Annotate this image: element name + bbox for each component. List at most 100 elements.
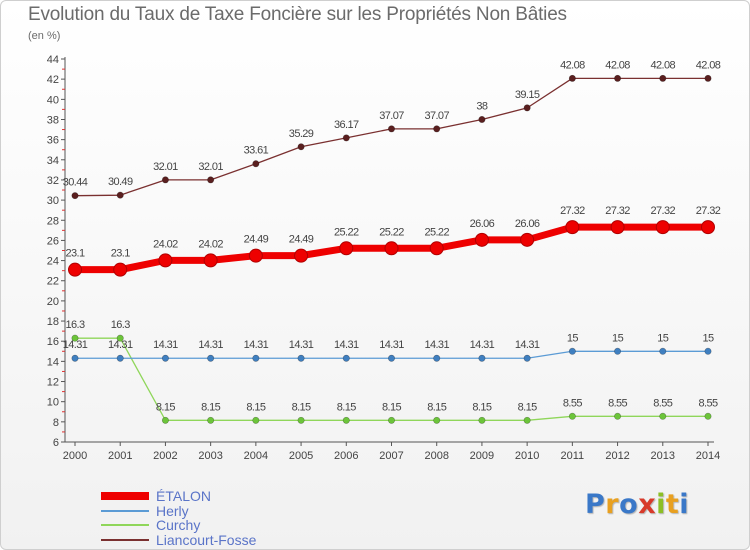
data-label-herly: 14.31 [470, 339, 495, 351]
data-label-curchy: 8.55 [653, 397, 672, 409]
legend-swatch [101, 509, 149, 512]
data-label-herly: 14.31 [424, 339, 449, 351]
data-label-etalon: 27.32 [560, 205, 585, 217]
data-point-herly [614, 347, 622, 355]
logo-letter: o [619, 489, 639, 520]
data-label-herly: 15 [612, 332, 624, 344]
data-label-liancourt-fosse: 36.17 [334, 119, 359, 131]
data-label-liancourt-fosse: 32.01 [153, 161, 178, 173]
data-label-etalon: 23.1 [65, 248, 84, 260]
data-point-liancourt-fosse [207, 176, 215, 184]
data-point-etalon [701, 220, 715, 235]
data-label-etalon: 24.49 [289, 234, 314, 246]
data-point-curchy [523, 416, 531, 424]
y-tick-label: 10 [47, 397, 59, 409]
y-tick-label: 32 [47, 175, 59, 187]
data-point-herly [387, 354, 395, 362]
data-label-herly: 14.31 [289, 339, 314, 351]
data-label-liancourt-fosse: 30.49 [108, 176, 133, 188]
logo-letter: t [665, 489, 680, 520]
data-point-herly [71, 354, 79, 362]
data-point-curchy [614, 412, 622, 420]
data-point-etalon [113, 262, 128, 277]
logo-letter: i [656, 489, 666, 520]
data-label-herly: 14.31 [515, 339, 540, 351]
data-label-curchy: 8.15 [382, 401, 401, 413]
y-tick-label: 40 [47, 94, 59, 106]
data-label-curchy: 8.15 [201, 401, 220, 413]
data-point-liancourt-fosse [252, 160, 260, 168]
data-label-herly: 14.31 [108, 339, 133, 351]
y-tick-label: 44 [47, 54, 59, 66]
logo-letter: i [679, 489, 690, 520]
data-point-etalon [248, 248, 263, 263]
data-label-herly: 14.31 [153, 339, 178, 351]
y-axis-unit: (en %) [28, 30, 61, 42]
y-tick-label: 36 [47, 135, 59, 147]
data-point-etalon [203, 253, 218, 268]
data-point-curchy [252, 416, 260, 424]
y-tick-label: 22 [47, 276, 59, 288]
x-tick-label: 2012 [605, 450, 629, 462]
data-point-curchy [297, 416, 305, 424]
x-tick-label: 2011 [561, 450, 585, 462]
data-label-etalon: 23.1 [111, 248, 130, 260]
data-label-liancourt-fosse: 37.07 [424, 110, 449, 122]
data-point-etalon [294, 248, 309, 263]
data-point-etalon [339, 241, 354, 256]
data-point-curchy [568, 412, 576, 420]
data-point-curchy [116, 334, 124, 342]
data-label-etalon: 26.06 [515, 218, 540, 230]
y-tick-label: 26 [47, 235, 59, 247]
data-point-liancourt-fosse [659, 74, 667, 82]
data-point-herly [297, 354, 305, 362]
series-points [68, 74, 715, 424]
data-label-herly: 15 [567, 332, 579, 344]
x-tick-label: 2007 [379, 450, 403, 462]
data-point-curchy [161, 416, 169, 424]
data-point-curchy [207, 416, 215, 424]
data-label-etalon: 24.49 [244, 234, 269, 246]
legend-swatch [101, 538, 149, 541]
data-point-curchy [478, 416, 486, 424]
data-point-herly [342, 354, 350, 362]
y-tick-label: 18 [47, 316, 59, 328]
data-label-liancourt-fosse: 35.29 [289, 128, 314, 140]
data-label-herly: 14.31 [198, 339, 223, 351]
data-point-curchy [71, 334, 79, 342]
y-tick-label: 14 [47, 356, 59, 368]
data-point-liancourt-fosse [387, 125, 395, 133]
data-label-liancourt-fosse: 42.08 [651, 59, 676, 71]
data-label-liancourt-fosse: 37.07 [379, 110, 404, 122]
data-label-curchy: 8.15 [337, 401, 356, 413]
data-point-herly [568, 347, 576, 355]
data-point-liancourt-fosse [523, 104, 531, 112]
data-label-curchy: 8.15 [292, 401, 311, 413]
data-point-curchy [704, 412, 712, 420]
data-point-etalon [384, 241, 399, 256]
data-point-herly [161, 354, 169, 362]
data-label-curchy: 8.55 [698, 397, 717, 409]
data-label-curchy: 8.15 [427, 401, 446, 413]
data-label-etalon: 27.32 [696, 205, 721, 217]
data-point-etalon [655, 220, 670, 235]
data-label-etalon: 24.02 [198, 238, 223, 250]
y-tick-label: 42 [47, 74, 59, 86]
legend-swatch [101, 524, 149, 526]
x-tick-label: 2004 [244, 450, 268, 462]
logo-letter: P [585, 489, 606, 520]
y-tick-label: 30 [47, 195, 59, 207]
data-point-herly [116, 354, 124, 362]
data-label-herly: 14.31 [379, 339, 404, 351]
y-tick-label: 38 [47, 114, 59, 126]
data-point-herly [704, 347, 712, 355]
data-point-liancourt-fosse [342, 134, 350, 142]
x-tick-label: 2006 [334, 450, 358, 462]
y-tick-label: 20 [47, 296, 59, 308]
data-label-curchy: 8.15 [246, 401, 265, 413]
data-label-herly: 14.31 [63, 339, 88, 351]
data-label-etalon: 25.22 [334, 226, 359, 238]
data-label-liancourt-fosse: 32.01 [198, 161, 223, 173]
proxiti-logo: Proxiti [585, 489, 689, 520]
